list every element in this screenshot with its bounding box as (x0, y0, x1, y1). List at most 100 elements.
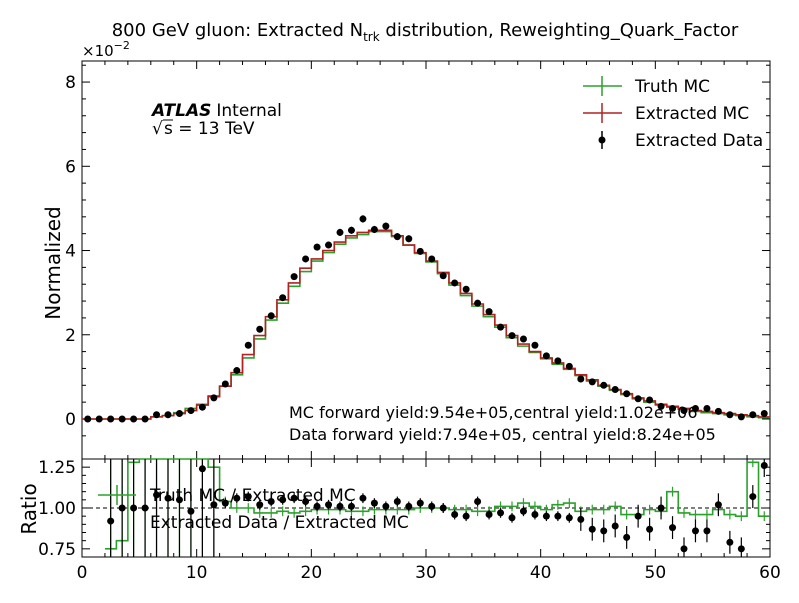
ratio-point-extracted-data-extracted-mc (302, 497, 310, 505)
ratio-point-extracted-data-extracted-mc (325, 501, 333, 509)
ratio-panel-ticks: 0.75 1.00 1.25 0 10 20 30 40 50 60 (38, 458, 781, 583)
ratio-point-extracted-data-extracted-mc (233, 494, 241, 502)
ratio-point-extracted-data-extracted-mc (336, 502, 344, 510)
ratio-point-extracted-data-extracted-mc (382, 502, 390, 510)
main-point-extracted-data (359, 215, 367, 223)
y-exponent-base: ×10 (82, 42, 114, 60)
ratio-legend-data-label: Extracted Data / Extracted MC (150, 513, 409, 533)
main-point-extracted-data (302, 255, 310, 263)
ratio-point-extracted-data-extracted-mc (118, 504, 126, 512)
ratio-point-extracted-data-extracted-mc (600, 527, 608, 535)
main-point-extracted-data (657, 402, 665, 410)
main-point-extracted-data (279, 294, 287, 302)
atlas-status: Internal (216, 101, 282, 121)
main-point-extracted-data (439, 272, 447, 280)
main-point-extracted-data (84, 415, 92, 423)
main-point-extracted-data (611, 386, 619, 394)
main-panel-series (82, 215, 770, 423)
main-point-extracted-data (646, 396, 654, 404)
ratio-point-extracted-data-extracted-mc (244, 493, 252, 501)
ratio-point-extracted-data-extracted-mc (462, 512, 470, 520)
main-point-extracted-data (703, 404, 711, 412)
ratio-point-extracted-data-extracted-mc (370, 499, 378, 507)
ratio-point-extracted-data-extracted-mc (611, 522, 619, 530)
main-point-extracted-data (588, 378, 596, 386)
energy-prefix: s (164, 119, 173, 139)
main-point-extracted-data (267, 312, 275, 320)
energy-label: √ s = 13 TeV (152, 119, 255, 139)
main-point-extracted-data (244, 341, 252, 349)
ratio-point-extracted-data-extracted-mc (393, 497, 401, 505)
main-point-extracted-data (336, 228, 344, 236)
atlas-label: ATLAS Internal (150, 101, 282, 121)
ratio-point-extracted-data-extracted-mc (175, 496, 183, 504)
main-point-extracted-data (290, 273, 298, 281)
chart-title-main: 800 GeV gluon: Extracted N (112, 20, 363, 41)
ratio-point-extracted-data-extracted-mc (623, 533, 631, 541)
main-point-extracted-data (107, 415, 115, 423)
main-point-extracted-data (531, 341, 539, 349)
main-point-extracted-data (370, 225, 378, 233)
main-point-extracted-data (393, 233, 401, 241)
main-point-extracted-data (451, 279, 459, 287)
ratio-ytick-label: 0.75 (38, 540, 76, 560)
main-point-extracted-data (760, 410, 768, 418)
main-point-extracted-data (95, 415, 103, 423)
main-point-extracted-data (726, 411, 734, 419)
ratio-point-extracted-data-extracted-mc (267, 497, 275, 505)
legend-item-extracted-data: Extracted Data (598, 131, 763, 151)
atlas-word: ATLAS (150, 101, 211, 121)
ratio-point-extracted-data-extracted-mc (565, 514, 573, 522)
ratio-point-extracted-data-extracted-mc (508, 514, 516, 522)
ratio-point-extracted-data-extracted-mc (416, 499, 424, 507)
main-point-extracted-data (428, 255, 436, 263)
ratio-legend: Truth MC / Extracted MC Extracted Data /… (98, 485, 409, 533)
main-point-extracted-data (714, 407, 722, 415)
legend-item-truth-mc: Truth MC (583, 76, 710, 97)
ratio-point-extracted-data-extracted-mc (726, 538, 734, 546)
main-point-extracted-data (153, 411, 161, 419)
main-point-extracted-data (565, 362, 573, 370)
ratio-point-extracted-data-extracted-mc (634, 512, 642, 520)
main-point-extracted-data (600, 381, 608, 389)
ratio-point-extracted-data-extracted-mc (279, 496, 287, 504)
main-panel: 0 2 4 6 8 (65, 60, 771, 460)
ratio-point-extracted-data-extracted-mc (646, 525, 654, 533)
main-point-extracted-data (680, 407, 688, 415)
legend-item-extracted-mc: Extracted MC (583, 103, 749, 124)
ratio-point-extracted-data-extracted-mc (474, 497, 482, 505)
ratio-xtick-label: 30 (415, 563, 437, 583)
main-point-extracted-data (221, 380, 229, 388)
ratio-point-extracted-data-extracted-mc (130, 504, 138, 512)
ratio-ylabel: Ratio (17, 483, 41, 534)
main-point-extracted-data (416, 247, 424, 255)
main-point-extracted-data (542, 352, 550, 360)
ratio-xtick-label: 50 (645, 563, 667, 583)
ratio-xtick-label: 40 (530, 563, 552, 583)
ratio-point-extracted-data-extracted-mc (588, 525, 596, 533)
main-point-extracted-data (577, 375, 585, 383)
main-point-extracted-data (233, 367, 241, 375)
ratio-point-extracted-data-extracted-mc (485, 511, 493, 519)
main-point-extracted-data (210, 394, 218, 402)
legend-extracted-data-label: Extracted Data (635, 131, 763, 151)
ratio-point-extracted-data-extracted-mc (680, 545, 688, 553)
ratio-point-extracted-data-extracted-mc (714, 501, 722, 509)
legend-extracted-data-marker (598, 136, 606, 144)
ratio-point-extracted-data-extracted-mc (359, 494, 367, 502)
main-ytick-label: 4 (65, 242, 76, 262)
ratio-point-extracted-data-extracted-mc (187, 507, 195, 515)
main-point-extracted-data (256, 325, 264, 333)
ratio-ytick-label: 1.00 (38, 499, 76, 519)
main-ytick-label: 8 (65, 73, 76, 93)
ratio-xtick-label: 20 (301, 563, 323, 583)
ratio-point-extracted-data-extracted-mc (451, 511, 459, 519)
energy-text: s = 13 TeV (164, 119, 255, 139)
ratio-xtick-label: 0 (77, 563, 88, 583)
ratio-point-extracted-data-extracted-mc (657, 504, 665, 512)
ratio-xtick-label: 10 (186, 563, 208, 583)
y-exponent-label: ×10−2 (82, 39, 130, 60)
main-point-extracted-data (198, 403, 206, 411)
main-point-extracted-data (554, 357, 562, 365)
